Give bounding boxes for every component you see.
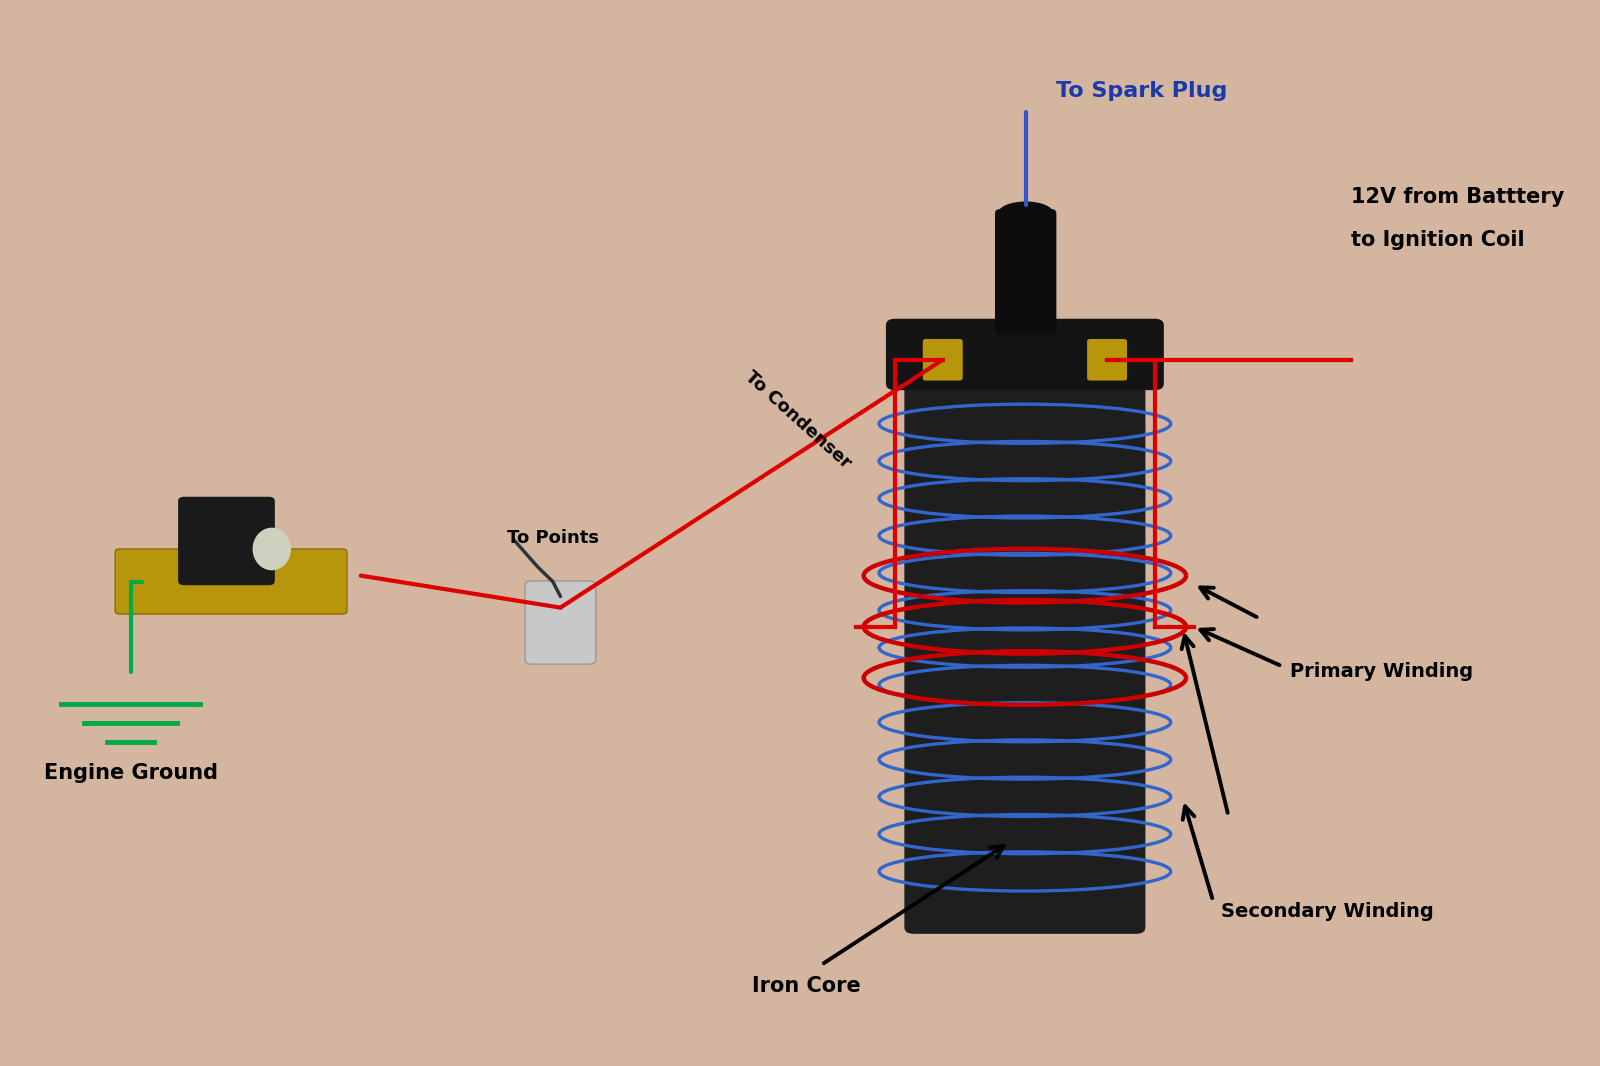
FancyBboxPatch shape [923,339,963,381]
Text: Iron Core: Iron Core [752,976,861,996]
Text: To Condenser: To Condenser [741,368,854,472]
Text: to Ignition Coil: to Ignition Coil [1350,230,1525,249]
Text: To Spark Plug: To Spark Plug [1056,81,1227,100]
Text: Primary Winding: Primary Winding [1290,662,1474,681]
FancyBboxPatch shape [904,367,1146,934]
FancyBboxPatch shape [178,497,275,585]
FancyBboxPatch shape [995,209,1056,335]
Text: To Points: To Points [507,530,598,547]
FancyBboxPatch shape [886,319,1163,390]
Ellipse shape [998,201,1053,225]
Text: 12V from Batttery: 12V from Batttery [1350,188,1565,207]
Ellipse shape [253,528,291,570]
Text: Engine Ground: Engine Ground [43,763,218,782]
Text: Secondary Winding: Secondary Winding [1221,902,1434,921]
FancyBboxPatch shape [525,581,595,664]
FancyBboxPatch shape [115,549,347,614]
FancyBboxPatch shape [1086,339,1126,381]
